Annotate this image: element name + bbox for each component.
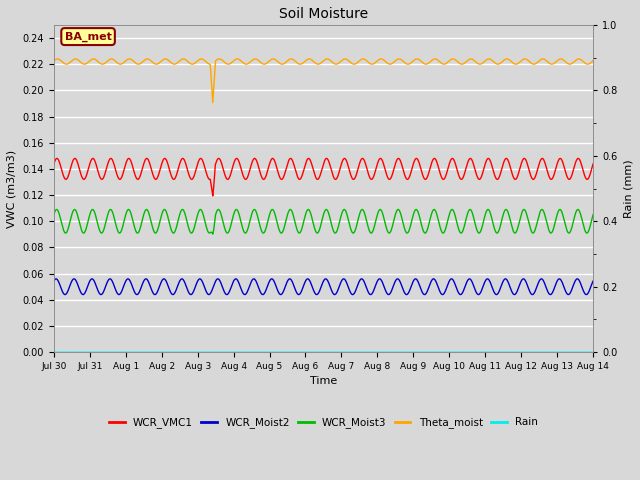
Y-axis label: Rain (mm): Rain (mm): [623, 159, 633, 218]
WCR_VMC1: [209, 193, 216, 199]
WCR_VMC1: [112, 167, 120, 172]
WCR_Moist3: [257, 226, 265, 232]
WCR_VMC1: [257, 172, 265, 178]
WCR_VMC1: [579, 167, 587, 172]
WCR_Moist3: [209, 231, 216, 237]
WCR_Moist2: [111, 286, 119, 292]
Y-axis label: VWC (m3/m3): VWC (m3/m3): [7, 149, 17, 228]
Theta_moist: [257, 60, 265, 66]
Rain: [579, 349, 586, 355]
WCR_VMC1: [280, 172, 288, 178]
Line: WCR_VMC1: WCR_VMC1: [54, 158, 593, 196]
Theta_moist: [111, 58, 119, 64]
Legend: WCR_VMC1, WCR_Moist2, WCR_Moist3, Theta_moist, Rain: WCR_VMC1, WCR_Moist2, WCR_Moist3, Theta_…: [105, 413, 542, 432]
Rain: [257, 349, 264, 355]
WCR_Moist3: [579, 220, 587, 226]
WCR_VMC1: [521, 156, 529, 161]
WCR_Moist3: [50, 212, 58, 217]
WCR_Moist3: [143, 207, 151, 213]
WCR_Moist3: [111, 220, 119, 226]
WCR_Moist3: [280, 225, 288, 230]
WCR_Moist2: [143, 277, 151, 283]
Theta_moist: [179, 56, 187, 62]
WCR_Moist2: [50, 278, 58, 284]
WCR_VMC1: [50, 161, 58, 167]
Rain: [50, 349, 58, 355]
Line: Theta_moist: Theta_moist: [54, 59, 593, 103]
WCR_Moist2: [589, 278, 597, 284]
Theta_moist: [589, 58, 597, 64]
Title: Soil Moisture: Soil Moisture: [279, 7, 368, 21]
WCR_Moist2: [257, 290, 265, 296]
WCR_Moist2: [196, 276, 204, 282]
Rain: [143, 349, 151, 355]
Theta_moist: [521, 56, 529, 62]
X-axis label: Time: Time: [310, 376, 337, 386]
Rain: [520, 349, 528, 355]
WCR_Moist2: [187, 292, 195, 298]
WCR_Moist2: [579, 287, 587, 292]
Rain: [111, 349, 119, 355]
Text: BA_met: BA_met: [65, 31, 111, 42]
Theta_moist: [579, 58, 587, 64]
Theta_moist: [50, 58, 58, 64]
Theta_moist: [209, 100, 216, 106]
WCR_Moist3: [521, 207, 529, 213]
WCR_Moist2: [521, 277, 529, 283]
WCR_Moist3: [589, 212, 597, 217]
Rain: [589, 349, 597, 355]
WCR_Moist2: [280, 286, 288, 292]
Rain: [280, 349, 288, 355]
Line: WCR_Moist2: WCR_Moist2: [54, 279, 593, 295]
WCR_VMC1: [71, 156, 79, 161]
Theta_moist: [280, 60, 288, 66]
WCR_VMC1: [589, 161, 597, 167]
WCR_VMC1: [144, 156, 152, 162]
Theta_moist: [143, 56, 151, 62]
WCR_Moist3: [287, 206, 294, 212]
Line: WCR_Moist3: WCR_Moist3: [54, 209, 593, 234]
